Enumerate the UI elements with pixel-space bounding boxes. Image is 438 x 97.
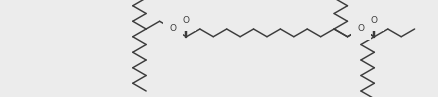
Text: O: O	[170, 25, 177, 33]
Text: O: O	[371, 16, 378, 25]
Text: O: O	[357, 25, 364, 33]
Text: O: O	[183, 16, 190, 25]
